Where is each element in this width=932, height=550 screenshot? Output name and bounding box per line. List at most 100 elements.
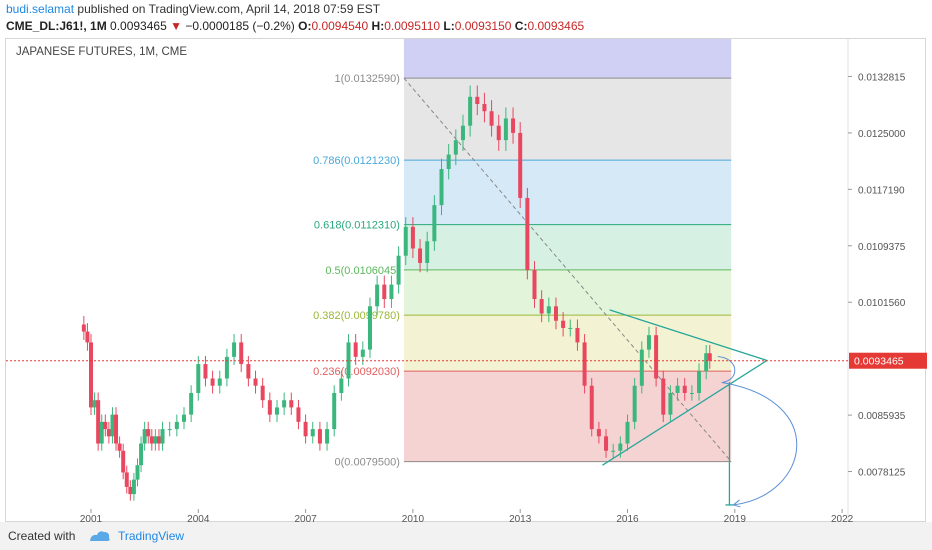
candle-body [639, 349, 644, 386]
y-tick-label-0: 0.0132815 [858, 72, 906, 83]
candle [553, 297, 558, 330]
candle-body [625, 421, 630, 444]
candle [131, 472, 136, 501]
candle [325, 421, 330, 451]
candle-body [618, 443, 623, 451]
x-tick-label-7: 2022 [831, 514, 854, 523]
candle [181, 407, 186, 430]
footer: Created with TradingView [0, 522, 932, 550]
candle-body [232, 342, 237, 357]
down-triangle-icon: ▼ [170, 19, 182, 33]
candle-body [92, 400, 97, 408]
candle-body [360, 349, 365, 357]
x-tick-label-5: 2016 [616, 514, 639, 523]
candle-body [81, 324, 86, 332]
candle-body [239, 342, 244, 365]
candle [697, 363, 702, 401]
candle [203, 356, 208, 387]
candle [518, 122, 523, 208]
candle [532, 260, 537, 308]
candle-body [85, 331, 90, 343]
candle [425, 231, 430, 273]
high-value: 0.0095110 [384, 19, 441, 33]
candle [124, 465, 129, 494]
candle-body [553, 306, 558, 321]
candle [360, 341, 365, 365]
tradingview-brand-link[interactable]: TradingView [118, 529, 185, 543]
current-price-badge [849, 352, 927, 369]
candle [596, 421, 601, 444]
candle [453, 129, 458, 166]
candle-body [103, 421, 108, 430]
candle-body [475, 96, 480, 105]
candle [303, 414, 308, 444]
candle-body [389, 284, 394, 300]
candle [339, 370, 344, 401]
candle-body [282, 400, 287, 408]
candle [81, 315, 86, 341]
candle-body [704, 353, 709, 372]
x-tick-label-3: 2010 [402, 514, 425, 523]
candle [539, 290, 544, 323]
candle-body [146, 429, 151, 437]
high-label: H: [371, 19, 385, 33]
candle [682, 377, 687, 401]
candle [661, 370, 666, 423]
candle [210, 370, 215, 394]
candle-body [367, 306, 372, 350]
candle [296, 399, 301, 430]
candle-body [289, 400, 294, 408]
candle-body [697, 371, 702, 393]
curved-arrow-small [717, 355, 736, 383]
candle [103, 414, 108, 437]
close-label: C: [514, 19, 528, 33]
candle-body [432, 205, 437, 242]
candle [267, 392, 272, 423]
candle-body [189, 392, 194, 415]
y-tick-label-5: 0.0085935 [858, 411, 906, 422]
candle [239, 334, 244, 373]
candle-body [114, 414, 119, 444]
candle [128, 480, 133, 501]
candle [675, 377, 680, 401]
triangle-lower-line [602, 359, 768, 466]
candle [561, 312, 566, 337]
chart-frame[interactable]: 1(0.0132590) 0.786(0.0121230) 0.618(0.0112… [5, 38, 927, 523]
price-chart[interactable]: 1(0.0132590) 0.786(0.0121230) 0.618(0.0112… [6, 39, 927, 523]
candle [707, 345, 712, 369]
candle [389, 275, 394, 308]
candle [117, 436, 122, 458]
candle-body [353, 342, 358, 357]
candle [149, 429, 154, 451]
candle-body [632, 385, 637, 422]
chart-title: JAPANESE FUTURES, 1M, CME [16, 46, 187, 58]
tradingview-logo-icon[interactable] [88, 529, 112, 548]
candle [246, 356, 251, 387]
candle-body [525, 197, 530, 271]
candle [367, 297, 372, 358]
candle [410, 217, 415, 258]
change-value: −0.0000185 (−0.2%) [185, 19, 295, 33]
candle [475, 85, 480, 116]
candle [639, 341, 644, 394]
candle [582, 334, 587, 394]
chart-header: budi.selamat published on TradingView.co… [0, 0, 932, 38]
candle-body [682, 385, 687, 393]
candle [96, 392, 101, 451]
candle [142, 421, 147, 451]
candle [604, 429, 609, 458]
symbol-label: CME_DL:J61!, 1M [6, 19, 107, 33]
candle [253, 370, 258, 394]
candle-body [117, 443, 122, 451]
candle [625, 414, 630, 451]
fib-zone-3 [403, 224, 732, 270]
candle-body [425, 241, 430, 263]
candle [153, 429, 158, 451]
candle-body [460, 125, 465, 141]
author-link[interactable]: budi.selamat [6, 2, 75, 16]
curved-arrow-large [721, 381, 798, 506]
candle-body [654, 335, 659, 379]
candle [546, 297, 551, 323]
x-tick-label-6: 2019 [724, 514, 747, 523]
candle-body [325, 429, 330, 444]
